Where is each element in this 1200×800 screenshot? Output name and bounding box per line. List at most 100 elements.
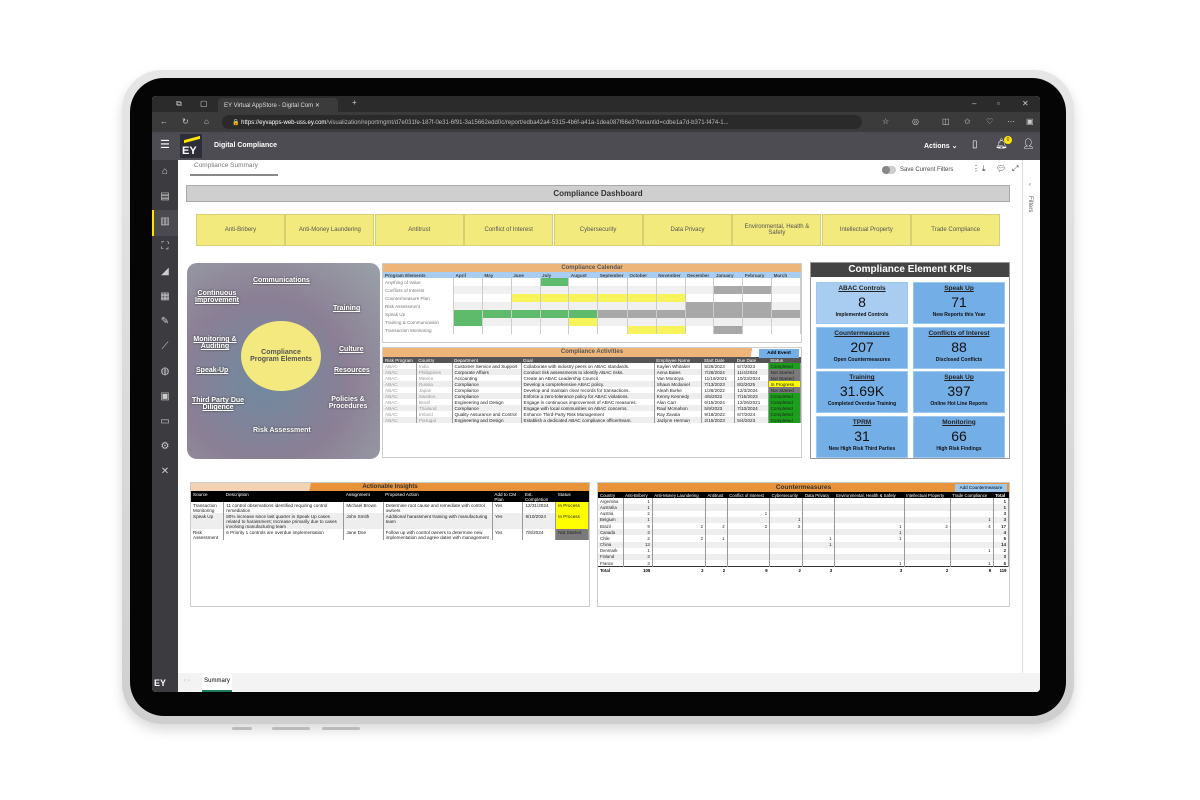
wheel-item-risk-assessment[interactable]: Risk Assessment [253, 427, 311, 434]
more-vert-icon[interactable]: ⋮ [972, 164, 980, 173]
favorite-icon[interactable]: ☆ [882, 117, 890, 126]
calendar-cell[interactable] [742, 310, 773, 318]
database-icon[interactable]: ◍ [160, 366, 170, 377]
calendar-cell[interactable] [453, 326, 483, 334]
close-icon[interactable]: ✕ [1022, 99, 1029, 108]
calendar-cell[interactable] [453, 302, 483, 310]
message-icon[interactable]: ▭ [160, 416, 170, 427]
settings-icon[interactable]: ⚙ [160, 441, 170, 452]
calendar-cell[interactable] [511, 302, 541, 310]
column-header[interactable]: Add to CM Plan [494, 491, 517, 502]
area-chart-icon[interactable]: ◢ [161, 266, 169, 277]
column-header[interactable]: Environmental, Health & Safety [836, 492, 896, 498]
column-header[interactable]: Data Privacy [804, 492, 830, 498]
table-row[interactable]: ABAC India Customer Service and Support Col… [383, 363, 801, 369]
kpi-card[interactable]: TPRM 31 New High Risk Third Parties [816, 415, 908, 458]
tab-compliance-summary[interactable]: Compliance Summary [190, 162, 278, 176]
calendar-cell[interactable] [568, 318, 599, 326]
calendar-cell[interactable] [713, 318, 744, 326]
calendar-cell[interactable] [685, 326, 715, 334]
calendar-cell[interactable] [568, 286, 599, 294]
kpi-title[interactable]: ABAC Controls [838, 285, 886, 292]
split-icon[interactable]: ◫ [942, 117, 950, 126]
table-row[interactable]: China 13 1 14 [598, 541, 1009, 548]
column-header[interactable]: Anti-Money Laundering [654, 492, 699, 498]
column-header[interactable]: Total [995, 492, 1006, 498]
calendar-cell[interactable] [656, 278, 686, 286]
workspaces-icon[interactable]: ⧉ [176, 99, 182, 108]
wheel-item-policies[interactable]: Policies & Procedures [328, 396, 368, 410]
column-header[interactable]: Source [193, 491, 208, 497]
collapse-icon[interactable]: ‹ [1029, 182, 1031, 188]
calendar-cell[interactable] [656, 294, 686, 302]
calendar-cell[interactable] [627, 286, 657, 294]
calendar-cell[interactable] [627, 294, 657, 302]
column-header[interactable]: Trade Compliance [952, 492, 988, 498]
kpi-title[interactable]: Speak Up [944, 374, 974, 381]
calendar-cell[interactable] [771, 318, 801, 326]
category-button[interactable]: Trade Compliance [911, 214, 1001, 246]
table-row[interactable]: Finland 3 3 [598, 553, 1009, 561]
calendar-cell[interactable] [597, 278, 628, 286]
table-row[interactable]: Argentina 1 1 [598, 498, 1009, 505]
calendar-cell[interactable] [482, 278, 512, 286]
calendar-cell[interactable] [482, 318, 512, 326]
calendar-cell[interactable] [568, 278, 599, 286]
sidebar-item-active[interactable] [152, 210, 178, 236]
calendar-cell[interactable] [511, 294, 541, 302]
calendar-cell[interactable] [597, 302, 628, 310]
refresh-icon[interactable]: ↻ [182, 117, 189, 126]
calendar-cell[interactable] [482, 302, 512, 310]
calendar-cell[interactable] [742, 326, 773, 334]
table-row[interactable]: Chile 2 2 1 1 1 6 [598, 535, 1009, 542]
calendar-cell[interactable] [482, 294, 512, 302]
calendar-cell[interactable] [713, 278, 744, 286]
tools-icon[interactable]: ✕ [160, 466, 170, 477]
column-header[interactable]: Due Date [736, 357, 757, 363]
table-row[interactable]: France 3 1 1 5 [598, 560, 1009, 567]
notification-bell-icon[interactable]: 🔔︎ [995, 139, 1008, 150]
calendar-cell[interactable] [656, 286, 686, 294]
column-header[interactable]: Assignment [345, 491, 370, 497]
kpi-card[interactable]: Monitoring 66 High Risk Findings [913, 415, 1005, 458]
calendar-cell[interactable] [482, 326, 512, 334]
calendar-cell[interactable] [482, 286, 512, 294]
tab-summary[interactable]: Summary [202, 673, 232, 692]
calendar-cell[interactable] [453, 294, 483, 302]
clipboard-icon[interactable]: ▦ [160, 291, 170, 302]
table-row[interactable]: ABAC Ireland Quality Assurance and Control… [383, 411, 801, 417]
column-header[interactable]: Country [600, 492, 616, 498]
calendar-cell[interactable] [771, 278, 801, 286]
calendar-cell[interactable] [713, 310, 744, 318]
column-header[interactable]: Anti-Bribery [625, 492, 648, 498]
home-icon[interactable]: ⌂ [204, 117, 209, 126]
minimize-icon[interactable]: – [972, 99, 977, 108]
back-icon[interactable]: ← [160, 117, 168, 126]
column-header[interactable]: Department [454, 357, 479, 363]
form-icon[interactable]: ✎ [160, 316, 170, 327]
kpi-card[interactable]: Countermeasures 207 Open Countermeasures [816, 326, 908, 369]
more-icon[interactable]: ⋯ [1007, 117, 1015, 126]
favorites-icon[interactable]: ✩ [964, 117, 971, 126]
category-button[interactable]: Cybersecurity [553, 214, 643, 246]
calendar-cell[interactable] [627, 310, 657, 318]
table-row[interactable]: Australia 1 1 [598, 504, 1009, 511]
column-header[interactable]: Employee Name [656, 357, 691, 363]
kpi-title[interactable]: TPRM [852, 418, 872, 426]
report-icon[interactable]: ▤ [160, 191, 170, 202]
column-header[interactable]: Intellectual Property [906, 492, 945, 498]
bar-chart-icon[interactable]: ▥ [160, 216, 170, 227]
calendar-cell[interactable] [742, 294, 773, 302]
calendar-cell[interactable] [713, 326, 744, 334]
table-row[interactable]: ABAC Brazil Engineering and Design Engage i… [383, 399, 801, 405]
calendar-cell[interactable] [540, 318, 570, 326]
wheel-item-third-party[interactable]: Third Party Due Diligence [191, 397, 245, 411]
kpi-title[interactable]: Countermeasures [834, 329, 890, 337]
calendar-cell[interactable] [453, 310, 483, 318]
screen-icon[interactable]: ▣ [160, 391, 170, 402]
category-button[interactable]: Intellectual Property [821, 214, 911, 246]
expand-icon[interactable]: ⤢ [1012, 164, 1019, 173]
wheel-item-training[interactable]: Training [333, 305, 361, 312]
calendar-cell[interactable] [771, 302, 801, 310]
calendar-cell[interactable] [685, 294, 715, 302]
